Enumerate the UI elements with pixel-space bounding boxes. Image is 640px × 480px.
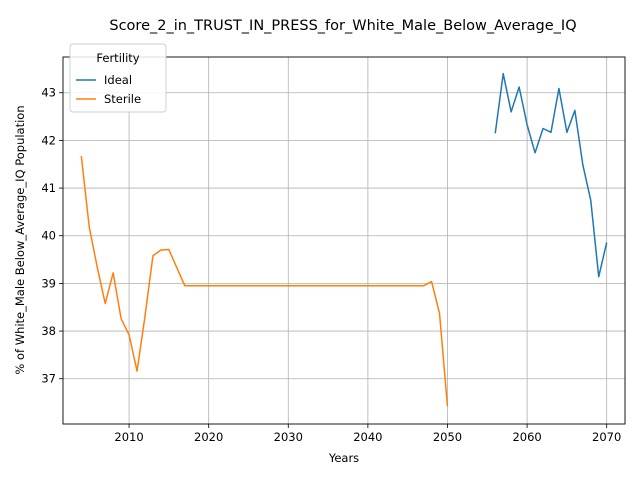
x-tick-label: 2060	[512, 430, 541, 444]
x-tick-label: 2070	[592, 430, 621, 444]
y-axis-ticks: 37 38 39 40 41 42 43	[41, 86, 63, 386]
series-line-sterile	[80, 156, 449, 407]
legend-label-ideal: Ideal	[104, 73, 132, 87]
legend-label-sterile: Sterile	[104, 92, 141, 106]
y-tick-label: 37	[41, 372, 56, 386]
x-tick-label: 2030	[274, 430, 303, 444]
x-axis-label: Years	[328, 451, 359, 465]
y-tick-label: 39	[41, 276, 56, 290]
x-tick-label: 2050	[433, 430, 462, 444]
y-tick-label: 43	[41, 86, 56, 100]
y-tick-label: 41	[41, 181, 56, 195]
series-line-ideal	[494, 72, 608, 278]
x-tick-label: 2020	[194, 430, 223, 444]
y-tick-label: 42	[41, 133, 56, 147]
x-tick-label: 2040	[353, 430, 382, 444]
y-tick-label: 38	[41, 324, 56, 338]
y-tick-label: 40	[41, 229, 56, 243]
plot-frame	[62, 56, 626, 425]
chart-title: Score_2_in_TRUST_IN_PRESS_for_White_Male…	[109, 18, 576, 34]
y-axis-label: % of White_Male Below_Average_IQ Populat…	[13, 105, 27, 374]
series-lines	[80, 72, 608, 407]
legend: Fertility Ideal Sterile	[69, 43, 167, 113]
legend-box	[69, 43, 167, 113]
legend-title: Fertility	[96, 51, 139, 65]
x-tick-label: 2010	[114, 430, 143, 444]
x-axis-ticks: 2010 2020 2030 2040 2050 2060 2070	[114, 424, 621, 444]
